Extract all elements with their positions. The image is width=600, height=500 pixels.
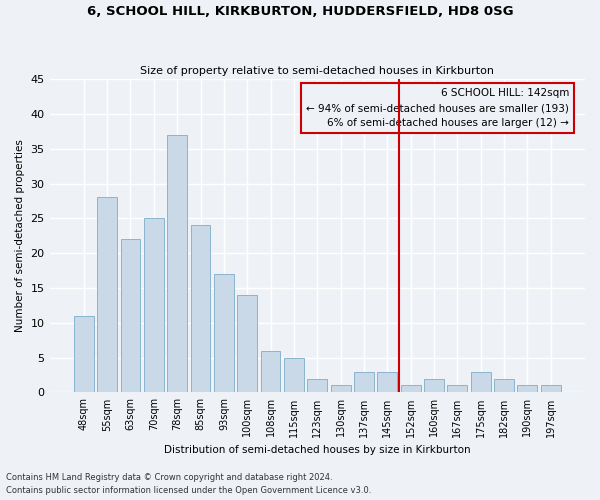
Bar [354, 372, 374, 392]
Bar [471, 372, 491, 392]
Y-axis label: Number of semi-detached properties: Number of semi-detached properties [15, 140, 25, 332]
Text: 6 SCHOOL HILL: 142sqm
← 94% of semi-detached houses are smaller (193)
6% of semi: 6 SCHOOL HILL: 142sqm ← 94% of semi-deta… [306, 88, 569, 128]
Bar [214, 274, 234, 392]
Bar [74, 316, 94, 392]
Text: Contains HM Land Registry data © Crown copyright and database right 2024.
Contai: Contains HM Land Registry data © Crown c… [6, 474, 371, 495]
Bar [424, 378, 444, 392]
Bar [191, 226, 211, 392]
Bar [494, 378, 514, 392]
Bar [97, 198, 117, 392]
Bar [448, 386, 467, 392]
Bar [144, 218, 164, 392]
X-axis label: Distribution of semi-detached houses by size in Kirkburton: Distribution of semi-detached houses by … [164, 445, 470, 455]
Bar [401, 386, 421, 392]
Bar [307, 378, 327, 392]
Bar [238, 295, 257, 392]
Bar [167, 135, 187, 392]
Bar [121, 239, 140, 392]
Bar [331, 386, 350, 392]
Title: Size of property relative to semi-detached houses in Kirkburton: Size of property relative to semi-detach… [140, 66, 494, 76]
Bar [260, 350, 280, 393]
Bar [377, 372, 397, 392]
Text: 6, SCHOOL HILL, KIRKBURTON, HUDDERSFIELD, HD8 0SG: 6, SCHOOL HILL, KIRKBURTON, HUDDERSFIELD… [86, 5, 514, 18]
Bar [541, 386, 560, 392]
Bar [284, 358, 304, 392]
Bar [517, 386, 538, 392]
